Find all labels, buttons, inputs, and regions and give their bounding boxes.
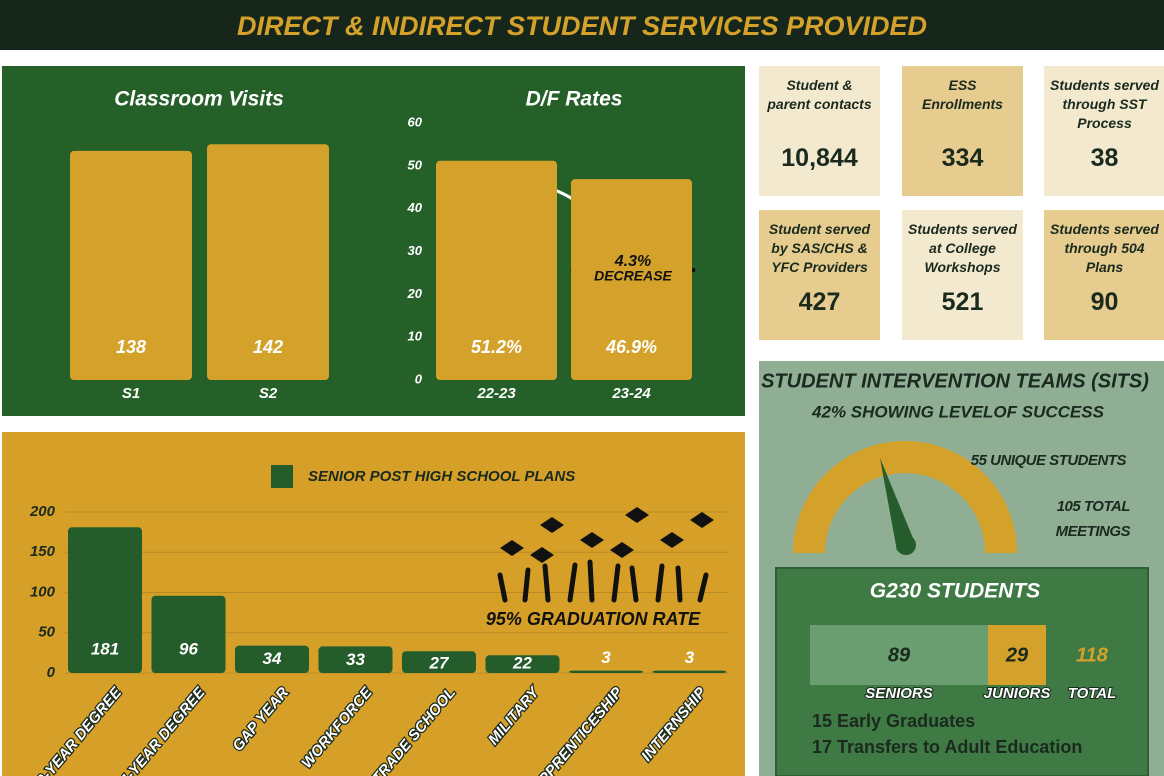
x-tick-label: 23-24: [611, 385, 651, 402]
stat-value: 521: [941, 288, 984, 316]
total-value: 118: [1076, 644, 1109, 666]
y-tick-label: 50: [38, 624, 55, 641]
y-tick-label: 0: [47, 664, 56, 681]
legend-label: JUNIORS: [984, 685, 1051, 702]
g230-note: 17 Transfers to Adult Education: [812, 737, 1083, 757]
value-label: 96: [179, 639, 198, 658]
chart-title: G230 STUDENTS: [870, 580, 1040, 603]
bar: [151, 595, 226, 673]
stat-value: 10,844: [781, 144, 858, 172]
stat-card: ESS Enrollments 334: [902, 66, 1023, 196]
bar-segment: [810, 625, 988, 685]
sits-subtitle: 42% SHOWING LEVELOF SUCCESS: [811, 402, 1105, 421]
value-label: 142: [253, 337, 283, 357]
value-label: 89: [888, 644, 911, 666]
graduation-decor: [497, 507, 714, 603]
g230-note: 15 Early Graduates: [812, 711, 976, 731]
total-label: TOTAL: [1068, 685, 1117, 702]
stat-card: Student & parent contacts 10,844: [759, 66, 880, 196]
y-tick-label: 30: [408, 243, 423, 258]
sits-note: 105 TOTAL MEETINGS: [1055, 498, 1131, 540]
value-label: 138: [116, 337, 146, 357]
legend-label: SENIOR POST HIGH SCHOOL PLANS: [308, 468, 575, 485]
bar: [436, 160, 557, 380]
y-tick-label: 0: [415, 371, 423, 386]
stat-card: Student served by SAS/CHS & YFC Provider…: [759, 210, 880, 340]
y-tick-label: 50: [408, 157, 423, 172]
value-label: 29: [1005, 644, 1029, 666]
y-tick-label: 200: [29, 503, 56, 520]
value-label: 46.9%: [605, 337, 657, 357]
stat-card: Students served through SST Process 38: [1044, 66, 1164, 196]
x-tick-label: 22-23: [476, 385, 516, 402]
sits-title: STUDENT INTERVENTION TEAMS (SITS): [761, 370, 1149, 392]
bar: [235, 645, 309, 673]
stat-label: Students served at College Workshops: [908, 221, 1017, 275]
x-tick-label: S2: [259, 385, 278, 402]
annotation: DECREASE: [594, 268, 672, 284]
legend-label: SENIORS: [865, 685, 933, 702]
stat-value: 427: [798, 288, 841, 316]
value-label: 22: [512, 653, 532, 672]
chart-title: Classroom Visits: [114, 88, 284, 111]
stat-label: Students served through 504 Plans: [1050, 221, 1159, 275]
value-label: 181: [91, 639, 119, 658]
y-tick-label: 150: [30, 543, 56, 560]
header-bar: [0, 0, 1164, 50]
y-tick-label: 40: [407, 200, 423, 215]
bar: [652, 670, 727, 673]
stat-label: Student served by SAS/CHS & YFC Provider…: [768, 221, 871, 275]
gauge-needle: [880, 458, 915, 551]
stat-value: 334: [941, 144, 984, 172]
stat-value: 90: [1090, 288, 1119, 316]
bar: [207, 144, 329, 380]
chart-title: D/F Rates: [526, 88, 623, 111]
bar-segment: [988, 625, 1046, 685]
header-title: DIRECT & INDIRECT STUDENT SERVICES PROVI…: [237, 11, 927, 41]
value-label: 3: [601, 648, 611, 667]
stat-card: Students served at College Workshops 521: [902, 210, 1023, 340]
value-label: 34: [263, 649, 282, 668]
annotation: 4.3%: [614, 253, 651, 270]
bar: [68, 527, 142, 673]
y-tick-label: 100: [30, 583, 56, 600]
annotation: 95% GRADUATION RATE: [486, 609, 701, 629]
y-tick-label: 20: [407, 286, 423, 301]
stat-label: Student & parent contacts: [767, 77, 872, 112]
stat-card: Students served through 504 Plans 90: [1044, 210, 1164, 340]
sits-note: 55 UNIQUE STUDENTS: [971, 452, 1127, 469]
x-tick-label: S1: [122, 385, 140, 402]
value-label: 3: [685, 648, 695, 667]
value-label: 27: [429, 653, 450, 672]
stat-label: ESS Enrollments: [922, 77, 1003, 112]
y-tick-label: 10: [408, 329, 423, 344]
bar: [571, 179, 692, 380]
value-label: 33: [346, 650, 365, 669]
bar: [318, 646, 393, 673]
gauge-hub: [896, 535, 916, 555]
stat-label: Students served through SST Process: [1050, 77, 1159, 131]
legend-swatch: [271, 465, 293, 488]
gauge: [793, 441, 1017, 553]
stat-value: 38: [1090, 144, 1119, 172]
bar: [485, 655, 560, 673]
value-label: 51.2%: [471, 337, 522, 357]
bar: [569, 670, 643, 673]
y-tick-label: 60: [408, 114, 423, 129]
bar: [70, 150, 192, 380]
bar: [402, 651, 476, 673]
